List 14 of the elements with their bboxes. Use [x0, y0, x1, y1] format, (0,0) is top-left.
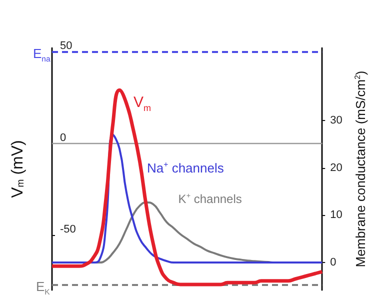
series-label: K$^{+}$ channels [178, 190, 242, 206]
ref-line-label: E$_{na}$ [33, 46, 50, 64]
y2-tick-label: 20 [330, 162, 342, 174]
y2-tick-label: 30 [330, 114, 342, 126]
y-tick-label: 0 [60, 132, 66, 144]
series-label: Na$^{+}$ channels [147, 160, 224, 176]
y2-tick-label: 10 [330, 209, 342, 222]
y2-tick-label: 0 [330, 256, 336, 269]
series-label: V$_{m}$ [134, 94, 152, 114]
y-tick-label: 50 [60, 40, 72, 52]
y-axis-title: Vm (mV) [9, 140, 26, 198]
line-series [51, 134, 324, 264]
ref-line-label: E$_{K}$ [36, 278, 50, 296]
y-tick-label: -50 [60, 224, 76, 236]
